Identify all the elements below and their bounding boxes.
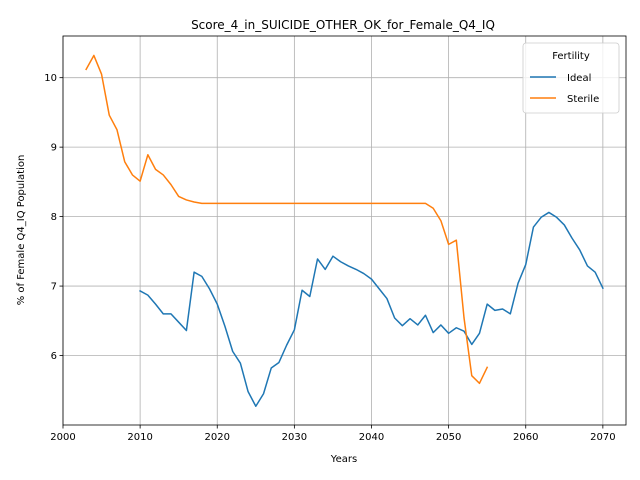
x-tick-label: 2070	[590, 432, 615, 443]
legend-title: Fertility	[552, 51, 590, 62]
legend-label-ideal: Ideal	[567, 73, 591, 84]
x-tick-label: 2020	[205, 432, 230, 443]
y-tick-label: 7	[51, 282, 57, 293]
x-tick-label: 2060	[513, 432, 538, 443]
series-line-sterile	[85, 54, 489, 385]
legend: Fertility Ideal Sterile	[522, 42, 620, 114]
x-tick-label: 2050	[436, 432, 461, 443]
x-tick-label: 2000	[50, 432, 75, 443]
y-axis-label: % of Female Q4_IQ Population	[16, 155, 27, 306]
x-tick-label: 2010	[127, 432, 152, 443]
y-tick-label: 8	[51, 212, 57, 223]
series-layer	[85, 54, 604, 407]
legend-box	[522, 42, 620, 114]
x-tick-label: 2030	[282, 432, 307, 443]
y-tick-label: 6	[51, 351, 57, 362]
x-axis-label: Years	[330, 454, 357, 465]
y-tick-label: 9	[51, 143, 57, 154]
chart-title: Score_4_in_SUICIDE_OTHER_OK_for_Female_Q…	[191, 18, 495, 32]
ticks: 2000 2010 2020 2030 2040 2050 2060 2070 6 7 8 9 10	[44, 73, 615, 443]
x-tick-label: 2040	[359, 432, 384, 443]
legend-label-sterile: Sterile	[567, 94, 599, 105]
y-tick-label: 10	[44, 73, 57, 84]
series-line-ideal	[139, 211, 604, 407]
plot-frame	[62, 35, 627, 426]
